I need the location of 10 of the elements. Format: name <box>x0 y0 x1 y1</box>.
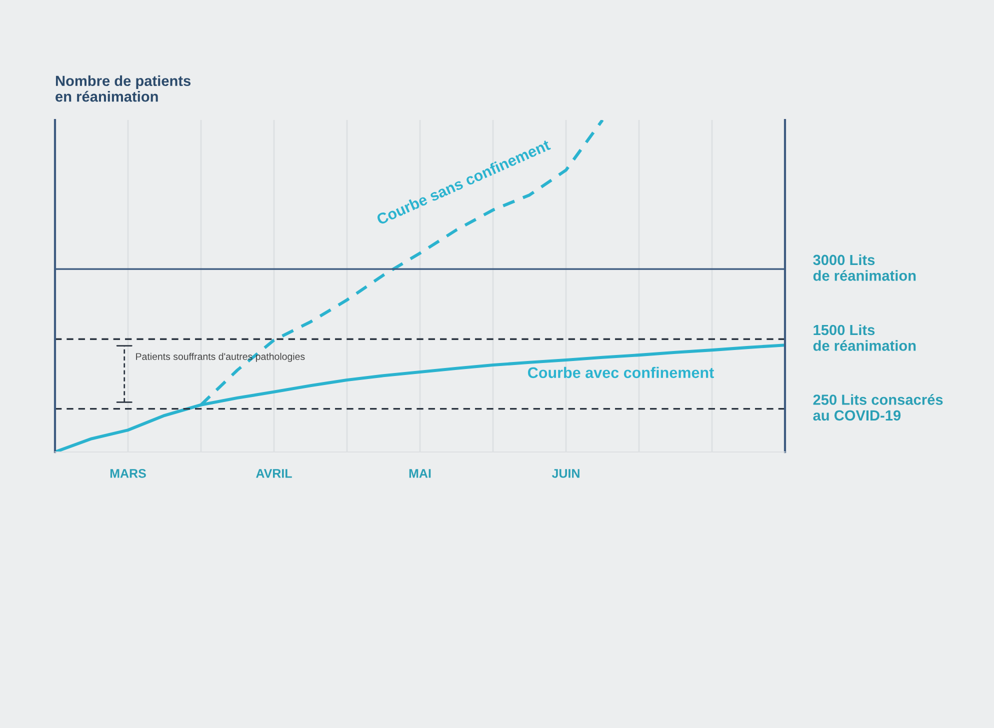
ref-line-label: 250 Lits consacrés au COVID-19 <box>813 394 943 421</box>
x-tick-label: MARS <box>110 468 146 478</box>
annotation: Patients souffrants d'autres pathologies <box>136 352 305 362</box>
x-tick-label: AVRIL <box>256 469 292 478</box>
ref-line-label: 1500 Lits de réanimation <box>813 324 916 351</box>
ref-line-label: 3000 Lits de réanimation <box>813 254 916 281</box>
x-tick-label: MAI <box>409 469 431 478</box>
y-axis-title: Nombre de patients en réanimation <box>56 75 191 102</box>
series-label: Courbe avec confinement <box>528 366 714 378</box>
x-tick-label: JUIN <box>552 469 580 478</box>
